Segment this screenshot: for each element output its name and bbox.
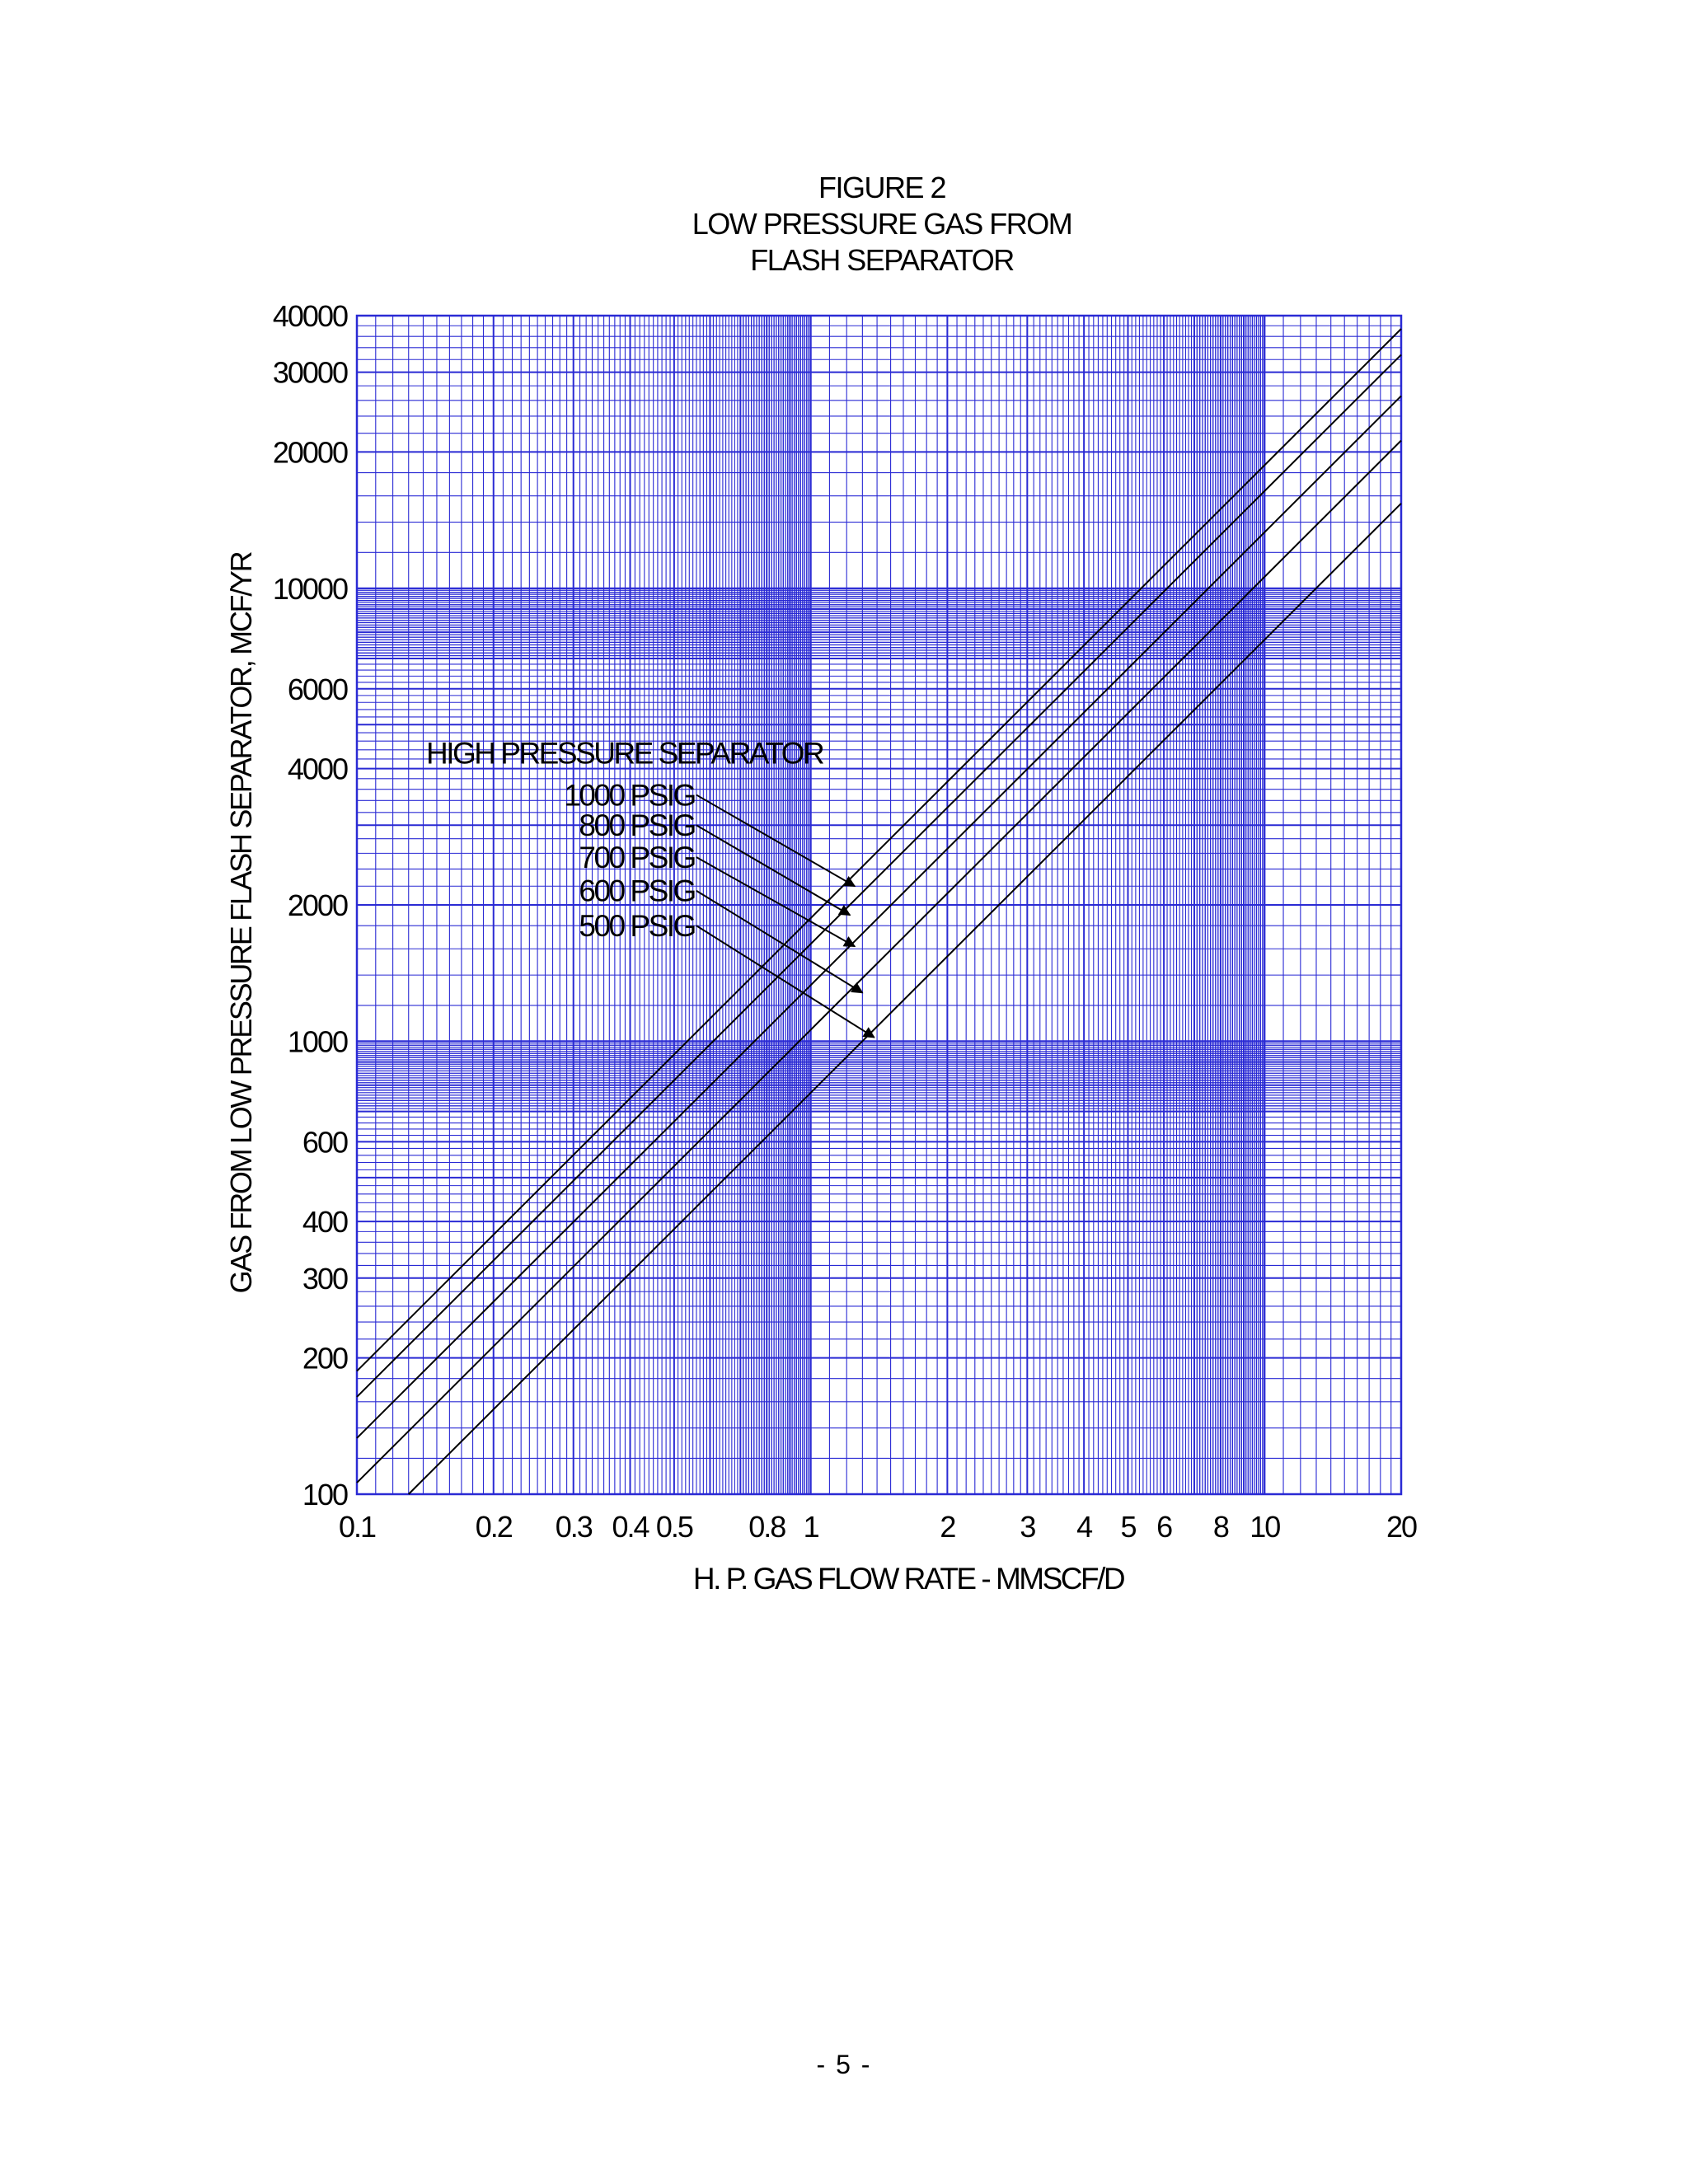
y-tick-label: 1000	[288, 1024, 348, 1058]
title-line: LOW PRESSURE GAS FROM	[692, 207, 1072, 241]
y-tick-label: 4000	[288, 752, 348, 786]
x-tick-label: 0.4	[612, 1510, 649, 1544]
series-line	[356, 395, 1402, 1439]
y-tick-label: 300	[302, 1262, 348, 1296]
y-tick-label: 10000	[273, 572, 348, 606]
x-tick-label: 1	[804, 1510, 819, 1544]
series-label-arrow	[696, 889, 864, 994]
x-tick-label: 20	[1386, 1510, 1417, 1544]
x-tick-label: 6	[1156, 1510, 1172, 1544]
x-tick-label: 0.3	[556, 1510, 593, 1544]
y-tick-label: 200	[302, 1342, 348, 1376]
x-tick-label: 0.5	[656, 1510, 693, 1544]
x-tick-label: 10	[1250, 1510, 1280, 1544]
x-tick-label: 5	[1120, 1510, 1136, 1544]
x-tick-label: 3	[1020, 1510, 1035, 1544]
series-label-arrow	[696, 824, 851, 916]
y-tick-label: 400	[302, 1205, 348, 1239]
series-label-arrow	[696, 794, 856, 888]
x-tick-label: 0.2	[476, 1510, 513, 1544]
y-tick-label: 6000	[288, 673, 348, 706]
x-tick-label: 8	[1213, 1510, 1229, 1544]
y-tick-label: 40000	[273, 299, 348, 333]
series-line	[356, 354, 1402, 1398]
x-tick-label: 2	[940, 1510, 955, 1544]
series-line	[356, 439, 1402, 1483]
y-axis-label: GAS FROM LOW PRESSURE FLASH SEPARATOR, M…	[224, 551, 258, 1293]
series-label: 800 PSIG	[579, 808, 695, 842]
series-label-arrow	[696, 856, 856, 948]
y-tick-label: 30000	[273, 356, 348, 390]
plot-frame	[355, 314, 1403, 1496]
title-line: FIGURE 2	[818, 171, 946, 204]
y-tick-label: 2000	[288, 888, 348, 922]
x-tick-label: 0.1	[339, 1510, 376, 1544]
y-tick-label: 100	[302, 1478, 348, 1511]
legend-title: HIGH PRESSURE SEPARATOR	[426, 737, 823, 771]
x-tick-label: 0.8	[748, 1510, 785, 1544]
x-axis-label: H. P. GAS FLOW RATE - MMSCF/D	[693, 1562, 1124, 1596]
y-tick-labels: 100 200 300 400 600 1000 2000 4000 6000 10000 2000…	[273, 299, 349, 1511]
series-line	[407, 503, 1402, 1495]
series-line	[356, 328, 1402, 1372]
page-number: - 5 -	[816, 2050, 872, 2079]
title-line: FLASH SEPARATOR	[750, 243, 1014, 277]
y-tick-label: 600	[302, 1125, 348, 1159]
series-label: 700 PSIG	[579, 841, 695, 874]
series-lines	[356, 328, 1402, 1495]
x-tick-label: 4	[1076, 1510, 1092, 1544]
grid	[356, 315, 1402, 1495]
series-label: 600 PSIG	[579, 874, 695, 908]
x-tick-labels: 0.1 0.2 0.3 0.4 0.5 0.8 1 2 3 4 5 6 8 10 20	[339, 1510, 1418, 1544]
series-label-arrow	[696, 925, 875, 1038]
series-label: 500 PSIG	[579, 909, 695, 943]
series-label: 1000 PSIG	[564, 778, 695, 812]
y-tick-label: 20000	[273, 435, 348, 469]
